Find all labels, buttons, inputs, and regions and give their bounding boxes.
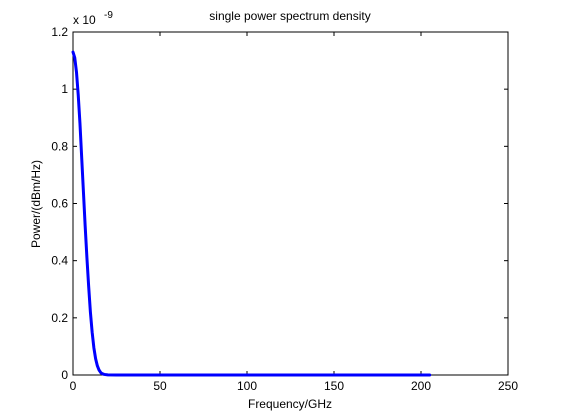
x-tick-label: 0 [70, 379, 77, 393]
x-tick-label: 200 [411, 379, 431, 393]
y-tick-label: 0 [61, 368, 68, 382]
series-group [71, 50, 432, 377]
y-tick-label: 1 [61, 82, 68, 96]
y-tick-label: 0.4 [51, 254, 68, 268]
y-tick-label: 0.6 [51, 197, 68, 211]
y-tick-label: 0.8 [51, 139, 68, 153]
chart-title: single power spectrum density [209, 9, 370, 23]
x-tick-label: 150 [324, 379, 344, 393]
y-tick-label: 0.2 [51, 311, 68, 325]
x-axis-ticks: 0 50 100 150 200 250 [70, 32, 518, 393]
y-tick-label: 1.2 [51, 25, 68, 39]
y-axis-ticks: 0 0.2 0.4 0.6 0.8 1 1.2 [51, 25, 508, 382]
x-axis-label: Frequency/GHz [248, 397, 332, 411]
x-tick-label: 100 [237, 379, 257, 393]
y-axis-label: Power/(dBm/Hz) [29, 160, 43, 248]
exponent-power: -9 [104, 10, 113, 21]
series-line [71, 50, 432, 377]
exponent-label: x 10 [73, 13, 96, 27]
plot-area [72, 31, 509, 376]
x-tick-label: 50 [153, 379, 167, 393]
x-tick-label: 250 [498, 379, 518, 393]
